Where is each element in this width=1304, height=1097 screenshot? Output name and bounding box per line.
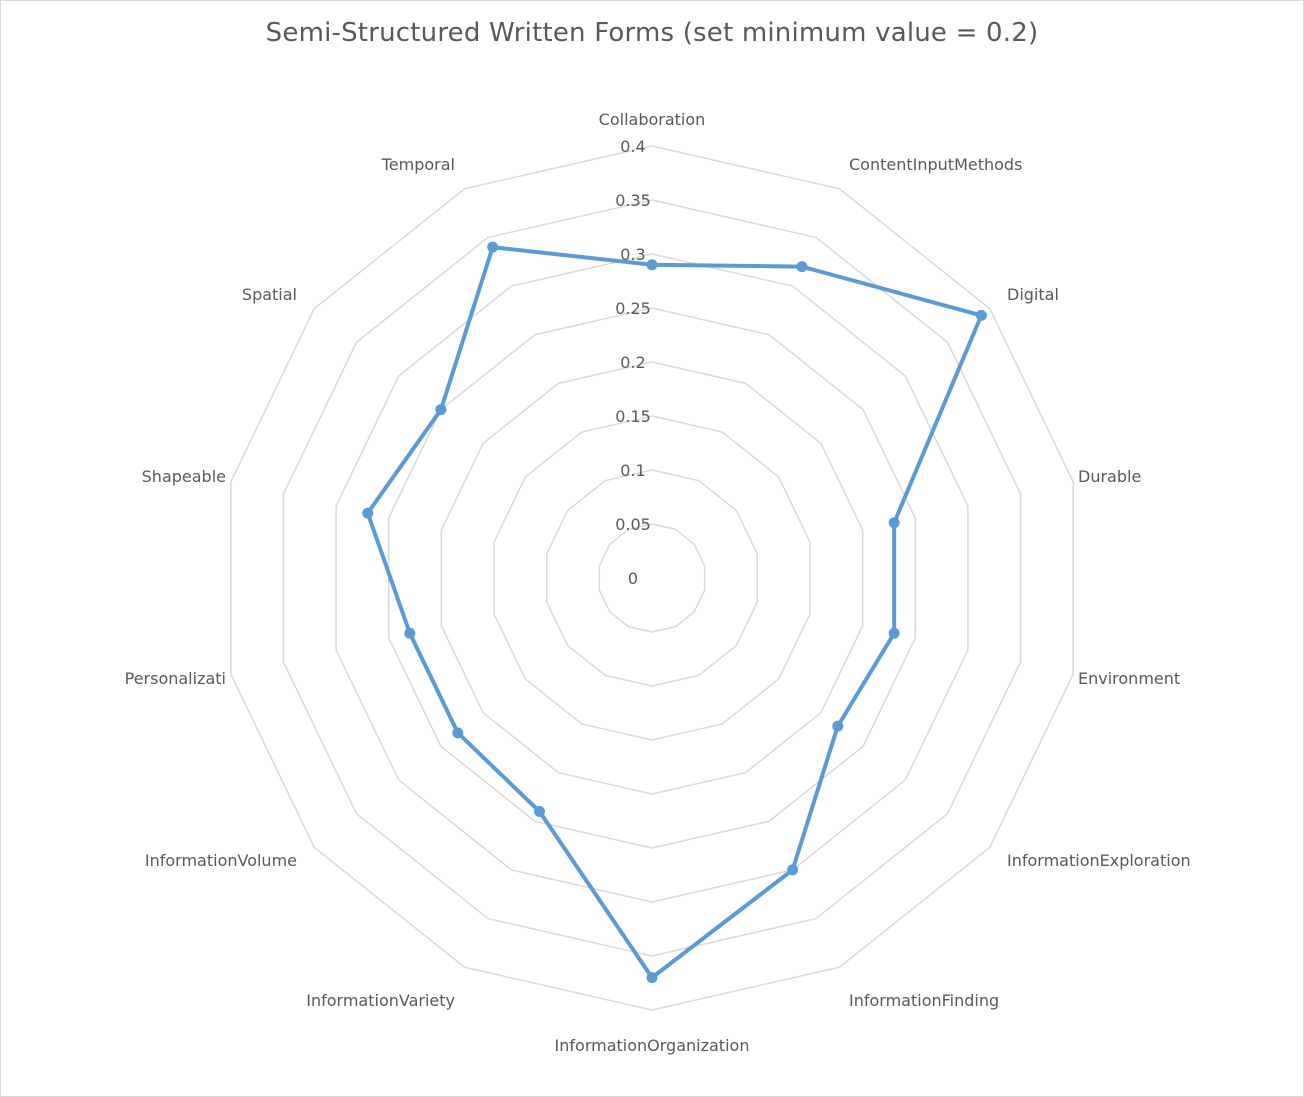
tick-label: 0.15 — [615, 407, 651, 426]
grid-ring — [493, 415, 811, 741]
category-label: Temporal — [381, 155, 455, 174]
data-point — [534, 806, 546, 818]
chart-title: Semi-Structured Written Forms (set minim… — [265, 18, 1039, 48]
radar-grid — [230, 145, 1074, 1011]
data-point — [487, 241, 499, 253]
category-label: Shapeable — [142, 467, 226, 486]
radial-tick-labels: 0 0.05 0.1 0.15 0.2 0.25 0.3 0.35 0.4 — [615, 137, 651, 588]
tick-label: 0.2 — [620, 353, 645, 372]
grid-ring — [282, 199, 1022, 957]
data-point — [796, 261, 808, 273]
series-line — [365, 245, 984, 980]
category-label: ContentInputMethods — [849, 155, 1022, 174]
data-point — [404, 627, 416, 639]
category-label: Spatial — [242, 285, 297, 304]
grid-ring — [388, 307, 916, 849]
grid-ring — [545, 469, 759, 687]
tick-label: 0.1 — [620, 461, 645, 480]
tick-label: 0.25 — [615, 299, 651, 318]
category-label: InformationOrganization — [555, 1036, 750, 1055]
category-label: Personalizati — [125, 669, 226, 688]
data-point — [832, 720, 844, 732]
grid-ring — [230, 145, 1074, 1011]
category-label: Digital — [1007, 285, 1059, 304]
data-point — [646, 972, 658, 984]
tick-label: 0.4 — [620, 137, 645, 156]
data-point — [975, 309, 987, 321]
grid-ring — [440, 361, 864, 795]
tick-label: 0.35 — [615, 191, 651, 210]
grid-ring — [598, 523, 706, 633]
data-point — [888, 517, 900, 529]
data-point — [452, 727, 464, 739]
category-label: InformationFinding — [849, 991, 999, 1010]
category-label: Durable — [1078, 467, 1141, 486]
tick-label: 0.3 — [620, 245, 645, 264]
data-point — [787, 864, 799, 876]
data-point — [888, 627, 900, 639]
category-labels: Collaboration ContentInputMethods Digital D… — [125, 110, 1191, 1055]
tick-label: 0 — [628, 569, 638, 588]
category-label: InformationExploration — [1007, 851, 1191, 870]
grid-ring — [335, 253, 969, 903]
category-label: Collaboration — [599, 110, 706, 129]
series-layer — [362, 241, 987, 984]
category-label: InformationVolume — [145, 851, 297, 870]
data-point — [646, 259, 658, 271]
data-point — [435, 404, 447, 416]
category-label: Environment — [1078, 669, 1180, 688]
data-point — [362, 507, 374, 519]
tick-label: 0.05 — [615, 515, 651, 534]
category-label: InformationVariety — [306, 991, 455, 1010]
